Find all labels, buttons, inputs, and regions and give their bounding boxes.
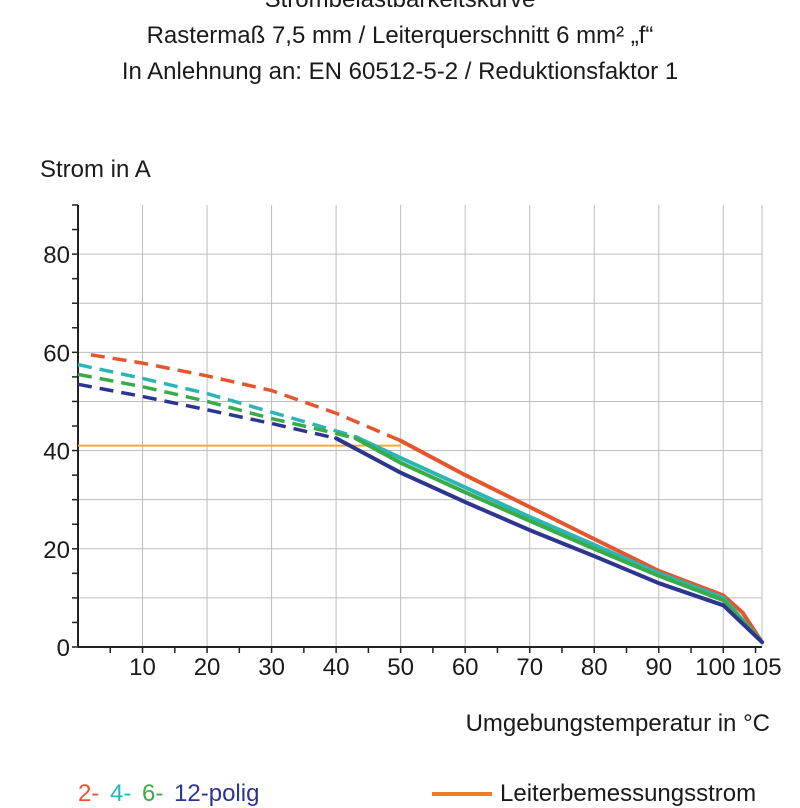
- x-tick-label: 30: [258, 654, 285, 681]
- x-tick-label: 10: [129, 654, 156, 681]
- x-tick-label: 20: [194, 654, 221, 681]
- legend-entry-12: 12-polig: [174, 780, 260, 807]
- y-tick-label: 80: [43, 242, 70, 269]
- series-1-solid-line: [353, 434, 764, 645]
- legend-rated-swatch: [432, 792, 492, 796]
- legend-rated-label: Leiterbemessungsstrom: [500, 780, 757, 807]
- legend-entry-2: 2-: [78, 780, 100, 807]
- legend-series: 2- 4- 6- 12-polig: [78, 780, 263, 808]
- y-tick-label: 40: [43, 439, 70, 466]
- chart-subtitle-grid: Rastermaß 7,5 mm / Leiterquerschnitt 6 m…: [146, 22, 654, 49]
- x-tick-label: 70: [516, 654, 543, 681]
- legend-entry-4: 4-: [110, 780, 132, 807]
- x-tick-label: 100: [695, 654, 735, 681]
- series-0-dashed-line: [90, 353, 402, 443]
- x-tick-label: 105: [742, 654, 782, 681]
- series-1-dashed-line: [77, 362, 357, 439]
- x-tick-label: 60: [452, 654, 479, 681]
- x-axis-label: Umgebungstemperatur in °C: [465, 710, 770, 737]
- legend-rated-current: Leiterbemessungsstrom: [432, 780, 756, 808]
- y-tick-label: 0: [57, 635, 70, 662]
- x-tick-label: 90: [645, 654, 672, 681]
- chart-subtitle-standard: In Anlehnung an: EN 60512-5-2 / Reduktio…: [121, 58, 679, 85]
- legend-entry-6: 6-: [142, 780, 164, 807]
- series-3-solid-line: [334, 436, 764, 645]
- x-tick-label: 80: [581, 654, 608, 681]
- y-axis-label: Strom in A: [40, 156, 151, 183]
- chart-title: Strombelastbarkeitskurve: [0, 0, 800, 14]
- series-2-solid-line: [353, 436, 764, 645]
- series-2-dashed-line: [77, 372, 356, 440]
- x-tick-label: 40: [323, 654, 350, 681]
- y-tick-label: 20: [43, 537, 70, 564]
- y-tick-label: 60: [43, 340, 70, 367]
- series-0-solid-line: [398, 438, 764, 645]
- x-tick-label: 50: [387, 654, 414, 681]
